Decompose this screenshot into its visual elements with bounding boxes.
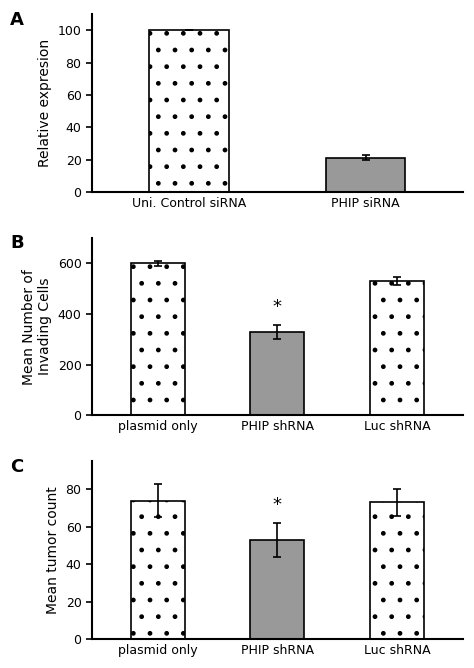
Bar	[250, 331, 304, 415]
Text: B: B	[10, 234, 24, 253]
Bar	[149, 30, 229, 192]
Bar	[131, 263, 185, 415]
Y-axis label: Relative expresion: Relative expresion	[38, 39, 52, 167]
Text: A: A	[10, 11, 24, 29]
Bar	[370, 281, 424, 415]
Text: C: C	[10, 458, 24, 476]
Bar	[370, 502, 424, 639]
Bar	[326, 158, 405, 192]
Y-axis label: Mean Number of
Invading Cells: Mean Number of Invading Cells	[22, 269, 52, 385]
Text: *: *	[273, 496, 282, 514]
Text: *: *	[273, 298, 282, 316]
Y-axis label: Mean tumor count: Mean tumor count	[46, 486, 60, 614]
Bar	[250, 540, 304, 639]
Bar	[131, 500, 185, 639]
